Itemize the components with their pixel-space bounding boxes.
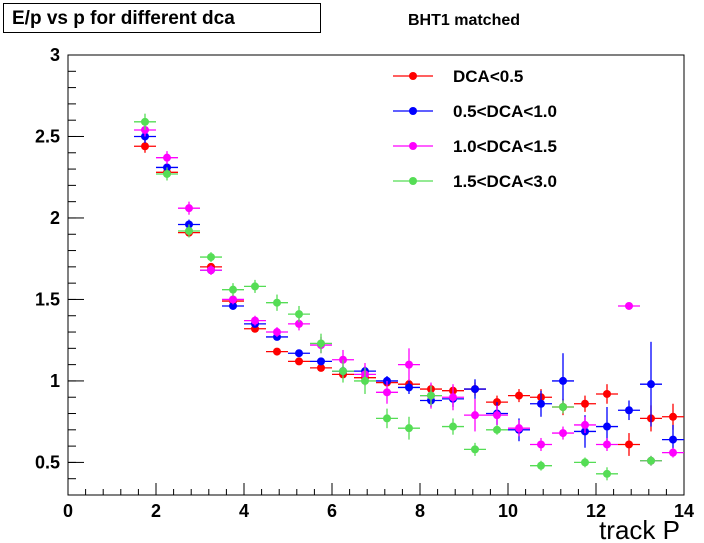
data-point <box>559 403 567 411</box>
data-point <box>273 328 281 337</box>
data-point <box>471 385 479 394</box>
data-point <box>581 420 589 429</box>
x-tick-label: 6 <box>327 501 337 521</box>
data-point <box>383 388 391 397</box>
data-point <box>669 435 677 444</box>
axes: 0 2 4 6 8 10 12 14 0.5 1 1.5 2 2.5 3 <box>35 45 694 521</box>
data-point <box>647 380 655 389</box>
y-tick-label: 3 <box>50 45 60 65</box>
data-point <box>405 424 413 433</box>
legend-label: 0.5<DCA<1.0 <box>453 102 557 121</box>
legend: DCA<0.5 0.5<DCA<1.0 1.0<DCA<1.5 1.5<DCA<3.0 <box>393 67 557 191</box>
data-point <box>669 412 677 421</box>
series-1 <box>134 129 684 455</box>
y-tick-label: 1.5 <box>35 289 60 309</box>
x-tick-label: 4 <box>239 501 249 521</box>
chart-title: E/p vs p for different dca <box>12 8 235 29</box>
data-point <box>295 310 303 319</box>
data-point <box>427 391 435 400</box>
x-tick-label: 2 <box>151 501 161 521</box>
legend-marker <box>409 107 417 115</box>
series-3 <box>134 113 662 481</box>
legend-marker <box>409 72 417 80</box>
y-tick-label: 2.5 <box>35 126 60 146</box>
data-point <box>207 253 215 262</box>
data-point <box>471 411 479 420</box>
data-point <box>559 429 567 438</box>
legend-marker <box>409 177 417 185</box>
data-point <box>185 204 193 213</box>
data-point <box>185 227 193 235</box>
data-point <box>229 301 237 310</box>
data-point <box>493 425 501 434</box>
data-point <box>603 440 611 449</box>
data-point <box>603 469 611 478</box>
x-tick-label: 14 <box>674 501 694 521</box>
data-point <box>515 391 523 400</box>
series-2 <box>134 123 684 466</box>
x-tick-label: 10 <box>498 501 518 521</box>
data-point <box>339 367 347 376</box>
data-point <box>163 153 171 162</box>
data-points <box>134 113 684 481</box>
data-point <box>537 399 545 408</box>
data-point <box>493 411 501 420</box>
data-point <box>471 445 479 454</box>
x-axis-label: track P <box>599 515 680 543</box>
legend-label: 1.5<DCA<3.0 <box>453 172 557 191</box>
data-point <box>625 301 633 310</box>
data-point <box>229 295 237 304</box>
data-point <box>273 347 281 356</box>
data-point <box>295 349 303 358</box>
y-tick-label: 0.5 <box>35 452 60 472</box>
data-point <box>581 458 589 467</box>
y-tick-label: 1 <box>50 371 60 391</box>
legend-marker <box>409 142 417 150</box>
data-point <box>229 285 237 294</box>
data-point <box>537 461 545 470</box>
data-point <box>141 142 149 151</box>
data-point <box>317 363 325 372</box>
data-point <box>647 456 655 465</box>
data-point <box>405 360 413 369</box>
legend-label: DCA<0.5 <box>453 67 523 86</box>
data-point <box>581 399 589 408</box>
x-tick-label: 12 <box>586 501 606 521</box>
data-point <box>537 440 545 449</box>
data-point <box>163 169 171 178</box>
data-point <box>251 282 259 291</box>
data-point <box>141 117 149 126</box>
y-tick-label: 2 <box>50 208 60 228</box>
data-point <box>361 376 369 385</box>
x-tick-label: 0 <box>63 501 73 521</box>
data-point <box>603 422 611 431</box>
data-point <box>625 406 633 415</box>
data-point <box>515 424 523 433</box>
chart-subtitle: BHT1 matched <box>408 12 521 29</box>
data-point <box>449 393 457 402</box>
data-point <box>295 357 303 366</box>
title-box: E/p vs p for different dca <box>3 3 321 33</box>
data-point <box>603 389 611 398</box>
data-point <box>295 319 303 328</box>
data-point <box>317 339 325 348</box>
data-point <box>317 357 325 366</box>
series-0 <box>134 139 684 456</box>
data-point <box>559 376 567 385</box>
x-tick-label: 8 <box>415 501 425 521</box>
data-point <box>383 414 391 423</box>
data-point <box>207 266 215 275</box>
data-point <box>273 298 281 307</box>
data-point <box>449 422 457 431</box>
data-point <box>625 440 633 449</box>
legend-label: 1.0<DCA<1.5 <box>453 137 557 156</box>
plot-area-border <box>67 54 685 496</box>
data-point <box>251 316 259 325</box>
data-point <box>669 448 677 457</box>
data-point <box>405 383 413 392</box>
plot-frame <box>67 54 685 496</box>
